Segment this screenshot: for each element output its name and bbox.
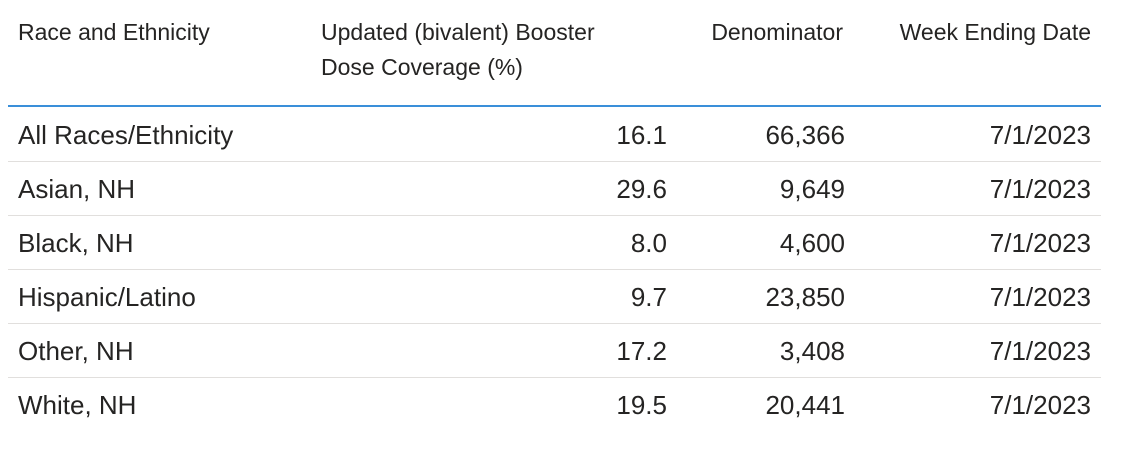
row-rule (8, 269, 1101, 270)
table-cell: 16.1 (616, 120, 667, 150)
table-cell: 19.5 (616, 390, 667, 420)
table-cell: 9,649 (779, 174, 845, 204)
table-cell: 8.0 (630, 228, 667, 258)
table-cell: 29.6 (616, 174, 667, 204)
column-header: Denominator (711, 19, 843, 45)
table-cell: 17.2 (616, 336, 667, 366)
table-cell: White, NH (18, 390, 137, 420)
column-header: Week Ending Date (899, 19, 1091, 45)
table-cell: Other, NH (18, 336, 134, 366)
row-rule (8, 215, 1101, 216)
table-cell: 7/1/2023 (989, 174, 1091, 204)
table-cell: Hispanic/Latino (18, 282, 196, 312)
table-cell: 7/1/2023 (989, 228, 1091, 258)
table-cell: 23,850 (765, 282, 845, 312)
table-cell: Asian, NH (18, 174, 136, 204)
row-rule (8, 323, 1101, 324)
column-header: Updated (bivalent) Booster Dose Coverage… (321, 19, 595, 80)
row-rule (8, 377, 1101, 378)
table-cell: All Races/Ethnicity (18, 120, 234, 150)
table-cell: 3,408 (779, 336, 845, 366)
table-cell: 7/1/2023 (989, 390, 1091, 420)
table-cell: 9.7 (630, 282, 667, 312)
table-cell: 7/1/2023 (989, 120, 1091, 150)
table-cell: 7/1/2023 (989, 336, 1091, 366)
table-cell: 4,600 (779, 228, 845, 258)
table-cell: 20,441 (765, 390, 845, 420)
table-cell: Black, NH (18, 228, 134, 258)
column-header: Race and Ethnicity (18, 19, 210, 45)
table-cell: 66,366 (765, 120, 845, 150)
row-rule (8, 161, 1101, 162)
header-rule (8, 105, 1101, 107)
table-cell: 7/1/2023 (989, 282, 1091, 312)
